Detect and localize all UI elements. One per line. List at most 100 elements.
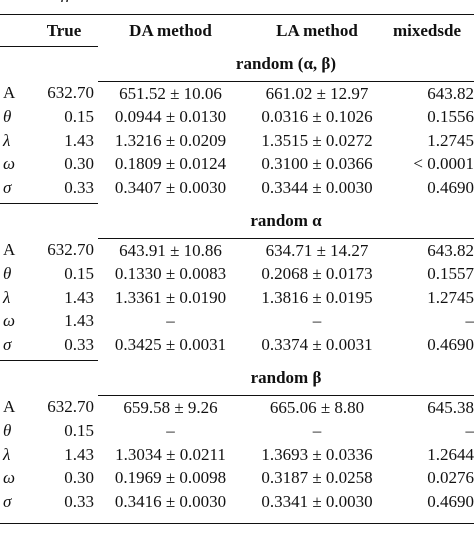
mixedsde-value: 0.0276	[427, 468, 474, 487]
table-row: ω 0.30 0.1809 ± 0.0124 0.3100 ± 0.0366 < 0.0…	[0, 152, 474, 176]
da-method-value: 0.1809 ± 0.0124	[114, 154, 227, 173]
parameter-symbol: σ	[3, 177, 12, 197]
true-value: 1.43	[64, 287, 94, 307]
section-header-row: random β	[0, 360, 474, 396]
mixedsde-value: –	[465, 421, 474, 440]
true-value: 1.43	[64, 444, 94, 464]
parameter-symbol: ω	[3, 311, 16, 330]
table-row: ω 0.30 0.1969 ± 0.0098 0.3187 ± 0.0258 0.027…	[0, 466, 474, 490]
header-la-method: LA method	[243, 14, 391, 47]
da-method-value: 651.52 ± 10.06	[119, 83, 222, 103]
header-mixedsde: mixedsde	[391, 14, 474, 47]
parameter-symbol: A	[3, 240, 16, 260]
da-method-value: 1.3034 ± 0.0211	[115, 444, 226, 464]
table-row: σ 0.33 0.3407 ± 0.0030 0.3344 ± 0.0030 0.469…	[0, 176, 474, 200]
true-value: 0.15	[64, 107, 94, 126]
true-value: 1.43	[64, 130, 94, 150]
section-spacer	[0, 360, 30, 395]
mixedsde-value: 1.2745	[427, 287, 474, 307]
da-method-value: 0.3425 ± 0.0031	[114, 334, 227, 354]
section-header-row: random (α, β)	[0, 46, 474, 82]
table-row: λ 1.43 1.3034 ± 0.0211 1.3693 ± 0.0336 1.264…	[0, 443, 474, 467]
la-method-value: 0.0316 ± 0.1026	[261, 107, 373, 126]
da-method-value: 1.3216 ± 0.0209	[114, 130, 227, 150]
table-row: A 632.70 643.91 ± 10.86 634.71 ± 14.27 643.8…	[0, 238, 474, 262]
mixedsde-value: < 0.0001	[413, 154, 474, 173]
true-value: 1.43	[64, 311, 94, 330]
parameter-symbol: λ	[3, 444, 11, 464]
header-row: True DA method LA method mixedsde	[0, 14, 474, 47]
da-method-value: 0.1969 ± 0.0098	[114, 468, 227, 487]
la-method-value: 0.3341 ± 0.0030	[261, 491, 373, 511]
parameter-symbol: ω	[3, 154, 16, 173]
section-spacer	[0, 203, 30, 238]
mixedsde-value: 643.82	[427, 240, 474, 260]
table-row: σ 0.33 0.3416 ± 0.0030 0.3341 ± 0.0030 0.469…	[0, 490, 474, 514]
parameter-symbol: A	[3, 397, 16, 417]
table-row: λ 1.43 1.3361 ± 0.0190 1.3816 ± 0.0195 1.274…	[0, 286, 474, 310]
mixedsde-value: 0.4690	[427, 491, 474, 511]
mixedsde-value: 1.2644	[427, 444, 474, 464]
mixedsde-value: –	[465, 311, 474, 330]
true-value: 0.33	[64, 334, 94, 354]
table-row: θ 0.15 0.1330 ± 0.0083 0.2068 ± 0.0173 0.155…	[0, 262, 474, 286]
parameter-symbol: θ	[3, 421, 12, 440]
mixedsde-value: 0.4690	[427, 177, 474, 197]
true-value: 632.70	[47, 83, 94, 103]
la-method-value: 0.3344 ± 0.0030	[261, 177, 373, 197]
bottom-rule	[0, 517, 474, 524]
true-value: 0.15	[64, 421, 94, 440]
table-row: A 632.70 651.52 ± 10.06 661.02 ± 12.97 643.8…	[0, 81, 474, 105]
mixedsde-value: 0.1556	[427, 107, 474, 126]
true-value: 632.70	[47, 397, 94, 417]
table-row: θ 0.15 0.0944 ± 0.0130 0.0316 ± 0.1026 0.155…	[0, 105, 474, 129]
la-method-value: 1.3693 ± 0.0336	[261, 444, 373, 464]
header-da-method: DA method	[98, 14, 243, 47]
la-method-value: 661.02 ± 12.97	[265, 83, 369, 103]
section-spacer	[0, 46, 30, 81]
mixedsde-value: 1.2745	[427, 130, 474, 150]
parameter-symbol: ω	[3, 468, 16, 487]
la-method-value: 0.3187 ± 0.0258	[261, 468, 373, 487]
mixedsde-value: 645.38	[427, 397, 474, 417]
parameter-symbol: θ	[3, 107, 12, 126]
la-method-value: 634.71 ± 14.27	[265, 240, 369, 260]
header-symbol	[0, 14, 30, 47]
da-method-value: 0.1330 ± 0.0083	[114, 264, 227, 283]
parameter-symbol: σ	[3, 334, 12, 354]
section-header-row: random α	[0, 203, 474, 239]
da-method-value: 1.3361 ± 0.0190	[114, 287, 227, 307]
la-method-value: 0.3374 ± 0.0031	[261, 334, 373, 354]
table-row: σ 0.33 0.3425 ± 0.0031 0.3374 ± 0.0031 0.469…	[0, 333, 474, 357]
true-value: 632.70	[47, 240, 94, 260]
da-method-value: 643.91 ± 10.86	[119, 240, 222, 260]
header-true: True	[30, 14, 98, 47]
mixedsde-value: 0.1557	[427, 264, 474, 283]
parameter-symbol: θ	[3, 264, 12, 283]
parameter-symbol: λ	[3, 287, 11, 307]
table-row: θ 0.15 – – –	[0, 419, 474, 443]
da-method-value: –	[166, 311, 175, 330]
table-row: λ 1.43 1.3216 ± 0.0209 1.3515 ± 0.0272 1.274…	[0, 129, 474, 153]
da-method-value: 0.3416 ± 0.0030	[114, 491, 227, 511]
section-spacer	[30, 360, 98, 395]
la-method-value: 1.3816 ± 0.0195	[261, 287, 373, 307]
table-row: A 632.70 659.58 ± 9.26 665.06 ± 8.80 645.38	[0, 395, 474, 419]
la-method-value: 0.3100 ± 0.0366	[261, 154, 373, 173]
table-row: ω 1.43 – – –	[0, 309, 474, 333]
section-label: random β	[98, 360, 474, 396]
section-label: random α	[98, 203, 474, 239]
results-table: True DA method LA method mixedsde random…	[0, 14, 474, 524]
section-spacer	[30, 203, 98, 238]
da-method-value: 0.0944 ± 0.0130	[114, 107, 227, 126]
da-method-value: –	[166, 421, 175, 440]
cropped-caption-fragment: p	[60, 0, 90, 2]
la-method-value: –	[312, 311, 322, 330]
true-value: 0.15	[64, 264, 94, 283]
mixedsde-value: 643.82	[427, 83, 474, 103]
la-method-value: 665.06 ± 8.80	[269, 397, 365, 417]
la-method-value: 1.3515 ± 0.0272	[261, 130, 373, 150]
true-value: 0.33	[64, 491, 94, 511]
parameter-symbol: A	[3, 83, 16, 103]
da-method-value: 659.58 ± 9.26	[123, 397, 218, 417]
